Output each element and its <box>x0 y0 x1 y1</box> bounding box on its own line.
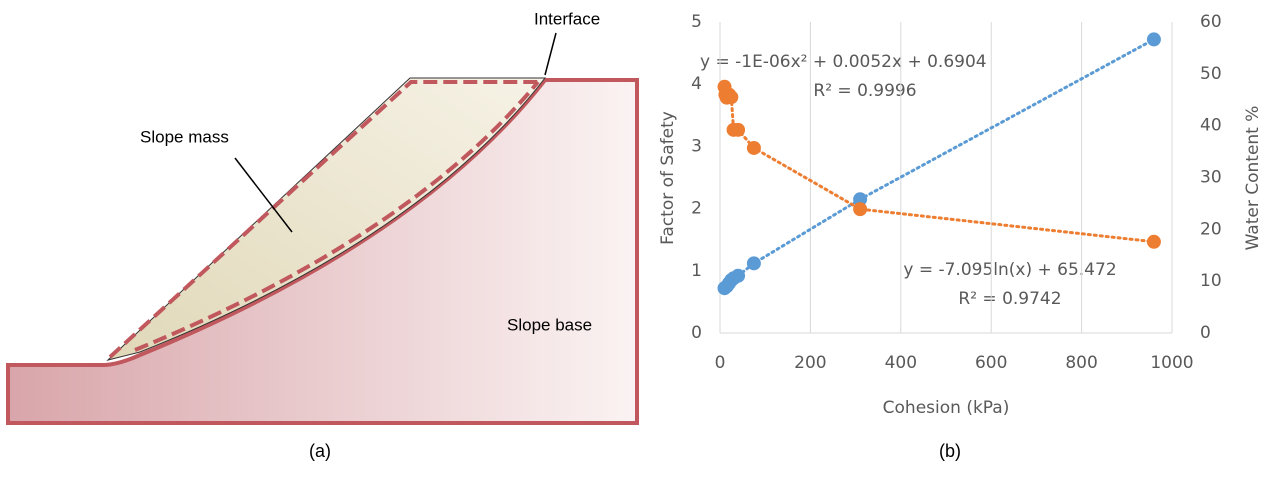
label: Slope mass <box>140 127 229 146</box>
label: Interface <box>534 9 600 28</box>
y2-tick-label: 10 <box>1200 271 1222 291</box>
x-tick-label: 400 <box>885 353 917 373</box>
x-tick-label: 800 <box>1065 353 1097 373</box>
y2-tick-label: 40 <box>1200 116 1222 136</box>
y-tick-label: 1 <box>691 261 702 281</box>
y2-tick-label: 30 <box>1200 168 1222 188</box>
y2-tick-label: 0 <box>1200 323 1211 343</box>
y-axis-title: Factor of Safety <box>658 111 678 245</box>
y-tick-label: 5 <box>691 12 702 32</box>
annotation: y = -1E-06x² + 0.0052x + 0.6904 <box>700 52 987 72</box>
point <box>1146 32 1161 47</box>
diagram: Slope mass Interface Slope base (a) <box>6 9 639 461</box>
x-tick-label: 200 <box>794 353 826 373</box>
dashed-top <box>108 80 540 359</box>
pointer <box>544 32 557 76</box>
point <box>1146 234 1161 249</box>
y-tick-label: 3 <box>691 136 702 156</box>
y-tick-label: 0 <box>691 323 702 343</box>
y-tick-label: 2 <box>691 199 702 219</box>
slope-base <box>6 78 639 425</box>
caption: (a) <box>309 441 331 461</box>
slope-mass <box>106 77 547 361</box>
y2-axis-title: Water Content % <box>1243 106 1263 251</box>
annotation: y = -7.095ln(x) + 65.472 <box>903 260 1116 280</box>
annotation: R² = 0.9742 <box>958 289 1061 309</box>
annotation: R² = 0.9996 <box>813 81 916 101</box>
y2-tick-label: 60 <box>1200 12 1222 32</box>
point <box>731 268 746 283</box>
caption: (b) <box>939 441 961 461</box>
y2-tick-label: 50 <box>1200 64 1222 84</box>
label: Slope base <box>507 315 592 334</box>
point <box>853 192 868 207</box>
x-tick-label: 0 <box>715 353 726 373</box>
y-tick-label: 4 <box>691 74 702 94</box>
chart: Cohesion (kPa) Factor of Safety Water Co… <box>658 12 1263 418</box>
pointer <box>234 157 293 233</box>
dashed-interface <box>134 80 540 352</box>
point <box>853 202 868 217</box>
point <box>724 90 739 105</box>
x-axis-title: Cohesion (kPa) <box>883 398 1010 418</box>
trendline <box>723 85 1156 244</box>
point <box>731 122 746 137</box>
x-tick-label: 600 <box>975 353 1007 373</box>
trendline <box>723 37 1156 290</box>
x-tick-label: 1000 <box>1150 353 1193 373</box>
point <box>746 140 761 155</box>
point <box>746 256 761 271</box>
y2-tick-label: 20 <box>1200 219 1222 239</box>
